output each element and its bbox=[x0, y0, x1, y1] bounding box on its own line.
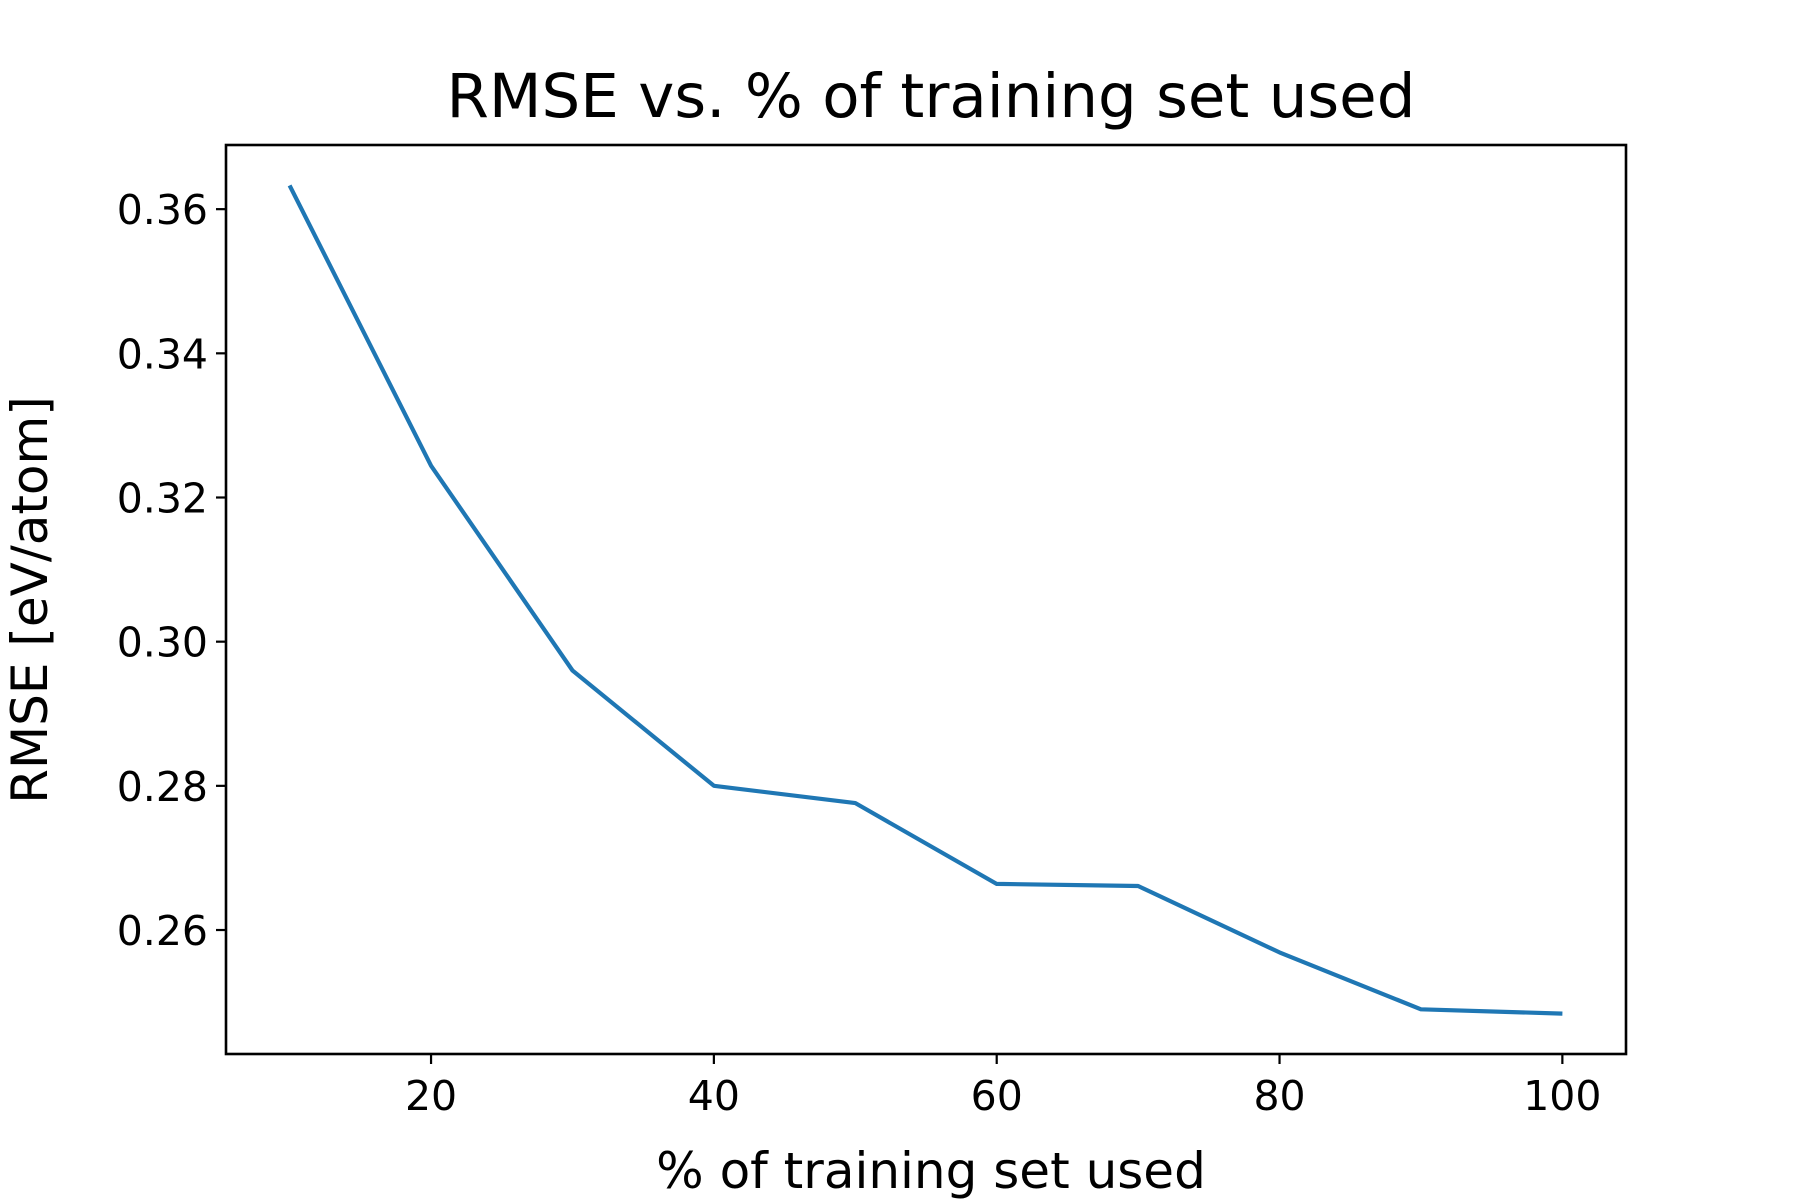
axis-ticks: 20 40 60 80 100 0.26 0.28 0.30 0.32 0.34 0.36 bbox=[117, 186, 1602, 1120]
series-line bbox=[287, 184, 1563, 1016]
x-tick-label: 80 bbox=[1253, 1072, 1305, 1120]
x-tick-label: 100 bbox=[1523, 1072, 1601, 1120]
x-tick-label: 20 bbox=[405, 1072, 457, 1120]
y-tick-label: 0.36 bbox=[117, 186, 208, 234]
y-tick-label: 0.34 bbox=[117, 330, 208, 378]
y-tick-label: 0.26 bbox=[117, 907, 208, 955]
y-tick-label: 0.32 bbox=[117, 474, 208, 522]
x-axis-title: % of training set used bbox=[656, 1142, 1206, 1200]
y-tick-label: 0.30 bbox=[117, 619, 208, 667]
plot-area-frame bbox=[224, 143, 1628, 1056]
x-tick-label: 60 bbox=[971, 1072, 1023, 1120]
y-axis-title: RMSE [eV/atom] bbox=[1, 396, 59, 803]
y-tick-label: 0.28 bbox=[117, 763, 208, 811]
chart-title: RMSE vs. % of training set used bbox=[447, 61, 1416, 132]
x-tick-label: 40 bbox=[688, 1072, 740, 1120]
